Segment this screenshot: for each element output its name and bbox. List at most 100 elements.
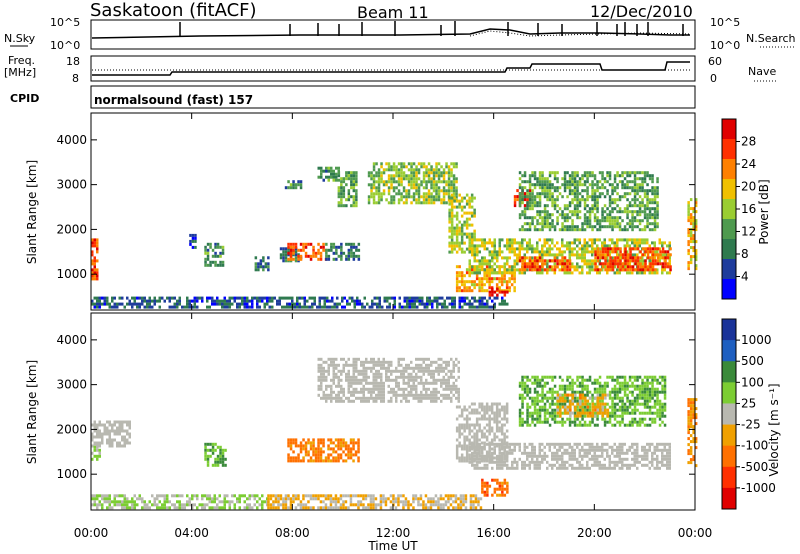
- data-cell: [206, 296, 209, 300]
- data-cell: [538, 210, 542, 214]
- data-cell: [325, 254, 328, 258]
- data-cell: [289, 438, 293, 442]
- data-cell: [387, 375, 390, 379]
- data-cell: [481, 457, 484, 461]
- data-cell: [490, 277, 494, 281]
- data-cell: [417, 201, 421, 205]
- data-cell: [93, 426, 96, 430]
- data-cell: [475, 453, 479, 457]
- data-cell: [558, 186, 562, 190]
- data-cell: [526, 451, 529, 455]
- data-cell: [648, 222, 652, 226]
- data-cell: [643, 180, 647, 184]
- data-cell: [344, 453, 348, 457]
- data-cell: [551, 201, 554, 205]
- data-cell: [168, 506, 171, 510]
- data-cell: [486, 271, 489, 275]
- data-cell: [588, 210, 592, 214]
- data-cell: [458, 205, 461, 209]
- data-cell: [641, 228, 644, 232]
- data-cell: [571, 189, 574, 193]
- data-cell: [498, 444, 501, 448]
- data-cell: [292, 245, 295, 249]
- data-cell: [654, 247, 657, 251]
- data-cell: [498, 238, 501, 242]
- data-cell: [379, 503, 383, 507]
- data-cell: [303, 299, 306, 303]
- data-cell: [345, 372, 348, 376]
- data-cell: [138, 305, 141, 309]
- data-cell: [93, 429, 96, 433]
- data-cell: [633, 225, 637, 229]
- data-cell: [450, 217, 454, 221]
- data-cell: [478, 280, 481, 284]
- data-cell: [457, 390, 460, 394]
- data-cell: [422, 366, 425, 370]
- data-cell: [548, 180, 552, 184]
- data-cell: [382, 384, 385, 388]
- data-cell: [452, 506, 455, 510]
- data-cell: [485, 429, 489, 433]
- data-cell: [297, 254, 300, 258]
- data-cell: [470, 423, 474, 427]
- data-cell: [385, 369, 388, 373]
- data-cell: [496, 463, 499, 467]
- data-cell: [377, 186, 381, 190]
- data-cell: [103, 299, 106, 303]
- data-cell: [352, 390, 355, 394]
- data-cell: [692, 216, 695, 220]
- data-cell: [331, 296, 334, 300]
- data-cell: [628, 262, 631, 266]
- data-cell: [206, 460, 210, 464]
- data-cell: [651, 207, 654, 211]
- data-cell: [367, 183, 371, 187]
- data-cell: [397, 387, 400, 391]
- data-cell: [511, 244, 514, 248]
- data-cell: [601, 207, 604, 211]
- data-cell: [604, 262, 607, 266]
- data-cell: [387, 189, 391, 193]
- data-cell: [400, 387, 403, 391]
- data-cell: [141, 500, 144, 504]
- data-cell: [181, 305, 184, 309]
- data-cell: [312, 459, 315, 463]
- data-cell: [350, 186, 353, 190]
- data-cell: [636, 186, 639, 190]
- data-cell: [513, 445, 516, 449]
- data-cell: [624, 250, 627, 254]
- data-cell: [431, 305, 434, 309]
- data-cell: [426, 305, 429, 309]
- data-cell: [536, 241, 539, 245]
- data-cell: [493, 247, 496, 251]
- data-cell: [608, 216, 612, 220]
- data-cell: [391, 296, 394, 300]
- data-cell: [375, 381, 378, 385]
- data-cell: [357, 438, 360, 442]
- data-cell: [496, 442, 499, 446]
- data-cell: [511, 241, 514, 245]
- data-cell: [367, 201, 371, 205]
- data-cell: [374, 497, 378, 501]
- data-cell: [390, 183, 393, 187]
- data-cell: [435, 198, 438, 202]
- data-cell: [93, 423, 96, 427]
- data-cell: [452, 384, 455, 388]
- data-cell: [576, 225, 579, 229]
- data-cell: [518, 183, 522, 187]
- data-cell: [442, 503, 445, 507]
- data-cell: [651, 192, 654, 196]
- data-cell: [648, 201, 652, 205]
- data-cell: [311, 305, 314, 309]
- data-cell: [277, 500, 280, 504]
- data-cell: [598, 238, 601, 242]
- data-cell: [395, 168, 398, 172]
- data-cell: [312, 444, 315, 448]
- data-cell: [415, 378, 418, 382]
- data-cell: [422, 384, 425, 388]
- data-cell: [450, 244, 454, 248]
- data-cell: [302, 447, 305, 451]
- data-cell: [491, 259, 494, 263]
- data-cell: [403, 299, 406, 303]
- data-cell: [91, 262, 94, 266]
- data-cell: [563, 207, 567, 211]
